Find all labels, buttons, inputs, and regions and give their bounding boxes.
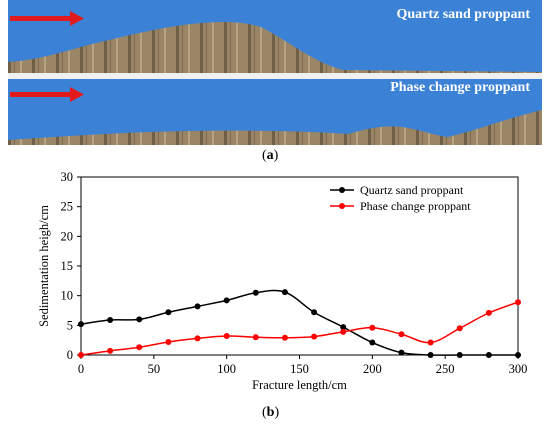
series-point-0 [252,289,259,296]
legend-marker-1 [339,203,345,209]
series-point-0 [427,352,434,358]
series-point-0 [78,321,84,328]
series-point-0 [369,339,376,346]
series-point-1 [281,334,288,341]
series-point-1 [456,325,463,332]
series-point-0 [485,352,492,358]
quartz-sand-bed [8,21,542,74]
series-point-0 [340,324,347,331]
sedimentation-photo [8,0,542,145]
y-tick-label: 30 [61,170,74,184]
flow-arrow-bottom-icon [10,87,84,102]
series-point-0 [223,297,230,304]
series-point-1 [398,331,405,338]
chart-svg: 0 50 100 150 200 250 300 0 5 10 15 20 25 30 Quartz sa… [37,170,528,392]
series-point-0 [456,352,463,358]
chart-legend: Quartz sand proppant Phase change proppan… [330,183,471,213]
legend-marker-0 [339,187,345,193]
y-axis-label: Sedimentation heigh/cm [37,205,51,327]
series-line-1 [80,301,519,356]
x-tick-label: 150 [290,362,309,376]
caption-b: (b) [262,405,280,420]
series-point-1 [340,328,347,335]
quartz-photo-label: Quartz sand proppant [396,7,530,22]
x-tick-label: 50 [148,362,161,376]
x-tick-label: 0 [78,362,84,376]
series-point-1 [311,333,318,340]
chart-plot [78,289,521,358]
series-point-1 [223,333,230,340]
caption-a: (a) [262,148,279,163]
flow-arrow-top-icon [10,11,84,26]
caption-a-letter: a [266,148,274,163]
y-tick-label: 25 [61,200,74,214]
series-point-0 [107,316,114,323]
y-tick-label: 10 [61,289,74,303]
y-tick-label: 0 [67,348,73,362]
x-tick-label: 300 [509,362,528,376]
series-point-0 [165,309,172,316]
phase-change-sand-bed [8,110,542,145]
series-point-1 [485,309,492,316]
caption-b-letter: b [266,405,275,420]
x-tick-label: 100 [217,362,236,376]
series-point-0 [398,349,405,356]
legend-label-0: Quartz sand proppant [360,183,464,197]
series-point-0 [281,289,288,296]
series-point-1 [194,335,201,342]
x-tick-label: 200 [363,362,382,376]
series-point-0 [136,316,143,323]
series-point-0 [515,352,521,358]
phase-change-photo-label: Phase change proppant [390,80,530,95]
series-point-1 [136,344,143,351]
series-point-1 [107,347,114,354]
x-axis-label: Fracture length/cm [252,378,347,392]
series-point-0 [311,309,318,316]
series-line-0 [80,289,519,356]
series-point-1 [427,339,434,346]
sedimentation-photo-panel: Quartz sand proppant Phase change proppa… [8,0,542,145]
series-point-1 [515,299,521,306]
series-point-1 [78,352,84,358]
y-tick-label: 20 [61,229,74,243]
series-point-0 [194,303,201,310]
sedimentation-chart: 0 50 100 150 200 250 300 0 5 10 15 20 25 30 Quartz sa… [0,168,550,404]
series-point-1 [252,334,259,341]
y-tick-label: 5 [67,318,73,332]
series-point-1 [165,338,172,345]
y-tick-label: 15 [61,259,74,273]
x-tick-label: 250 [436,362,455,376]
series-point-1 [369,324,376,331]
legend-label-1: Phase change proppant [360,199,471,213]
